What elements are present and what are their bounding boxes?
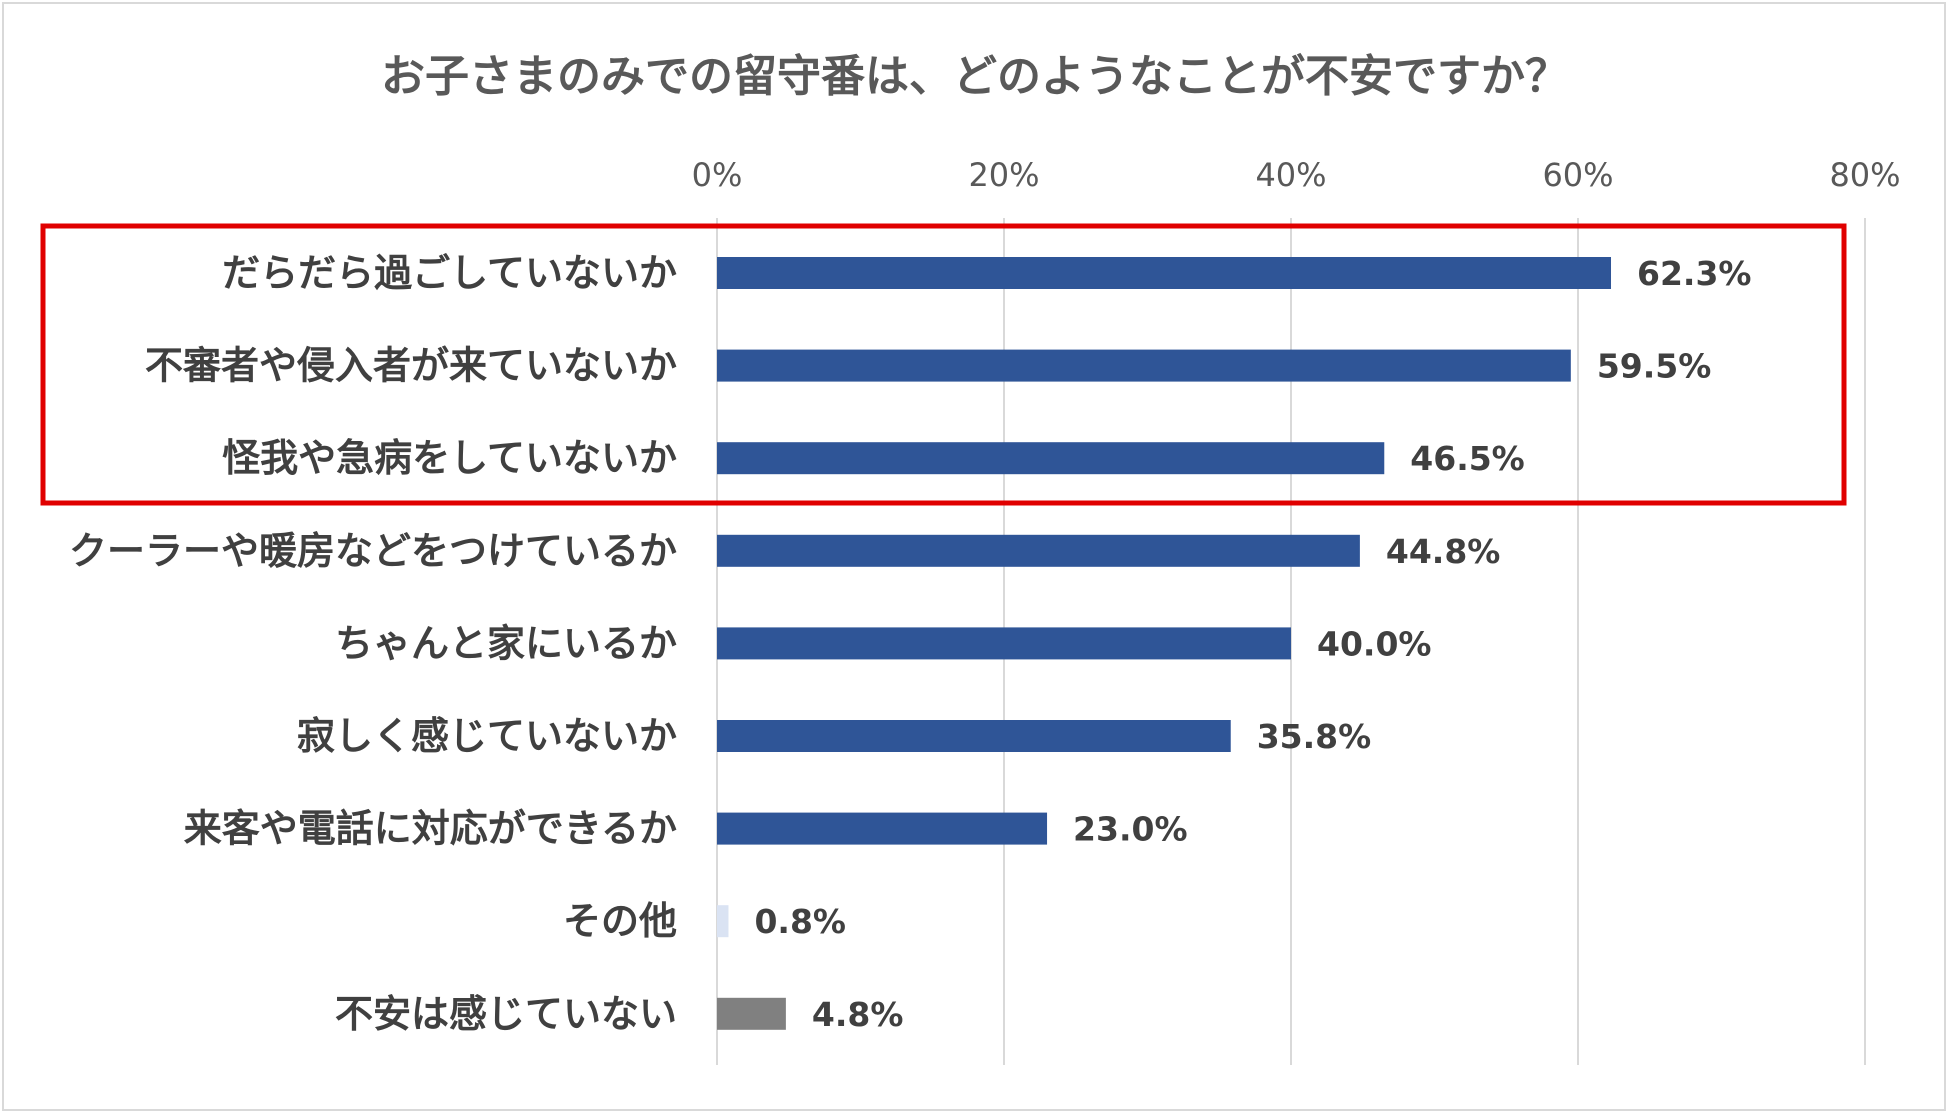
data-label: 40.0% — [1317, 624, 1432, 663]
highlight-box — [40, 223, 1847, 506]
category-label: その他 — [563, 899, 677, 943]
bar — [717, 534, 1360, 567]
x-tick-label: 40% — [1255, 156, 1326, 194]
x-tick-label: 80% — [1829, 156, 1900, 194]
chart-title: お子さまのみでの留守番は、どのようなことが不安ですか？ — [381, 51, 1569, 102]
data-label: 35.8% — [1257, 717, 1372, 756]
data-label: 46.5% — [1410, 439, 1525, 478]
x-tick-label: 60% — [1542, 156, 1613, 194]
data-label: 62.3% — [1637, 254, 1752, 293]
bar — [717, 905, 729, 938]
bar — [717, 627, 1291, 660]
data-label: 0.8% — [754, 902, 846, 941]
data-label: 23.0% — [1073, 810, 1188, 849]
bars — [717, 257, 1612, 1030]
category-label: クーラーや暖房などをつけているか — [69, 529, 677, 573]
category-label: 怪我や急病をしていないか — [222, 436, 677, 480]
x-tick-label: 20% — [968, 156, 1039, 194]
bar — [717, 720, 1231, 752]
category-labels: だらだら過ごしていないか不審者や侵入者が来ていないか怪我や急病をしていないかクー… — [69, 251, 677, 1036]
data-label: 4.8% — [812, 995, 904, 1034]
category-label: 寂しく感じていないか — [297, 714, 677, 758]
bar — [717, 349, 1571, 382]
category-label: ちゃんと家にいるか — [335, 621, 677, 665]
data-label: 59.5% — [1597, 347, 1712, 386]
bar — [717, 257, 1612, 289]
category-label: 不審者や侵入者が来ていないか — [145, 344, 677, 388]
x-tick-label: 0% — [692, 156, 743, 194]
bar — [717, 812, 1048, 845]
data-labels: 62.3% 59.5% 46.5% 44.8% 40.0% 35.8% 23.0% 0.8% 4… — [754, 254, 1751, 1034]
category-label: 来客や電話に対応ができるか — [184, 807, 677, 851]
bar — [717, 997, 786, 1030]
bar — [717, 442, 1385, 475]
x-axis-ticks: 0% 20% 40% 60% 80% — [692, 156, 1901, 194]
category-label: 不安は感じていない — [335, 992, 677, 1036]
category-label: だらだら過ごしていないか — [222, 251, 677, 295]
data-label: 44.8% — [1386, 532, 1501, 571]
